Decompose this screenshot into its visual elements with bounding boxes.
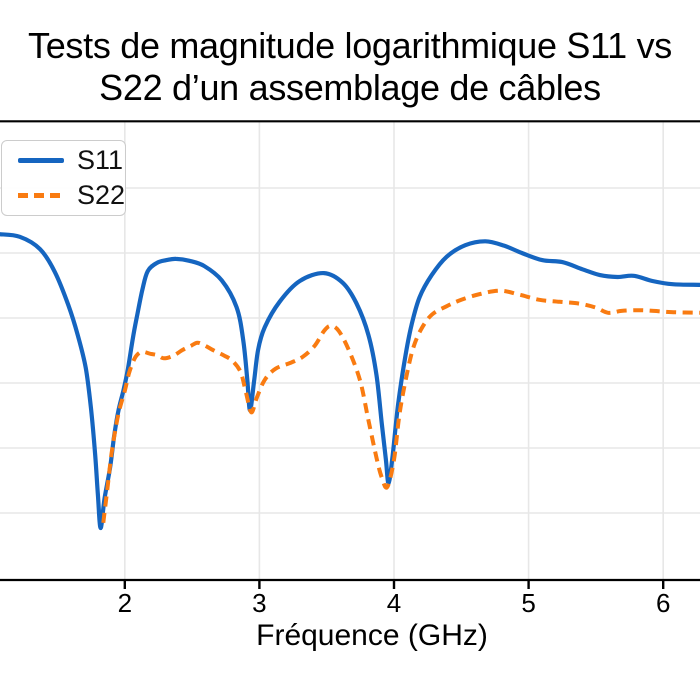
x-tick-label: 3 <box>252 588 266 618</box>
legend-entry-s22: S22 <box>18 182 125 209</box>
curves <box>0 232 700 531</box>
legend-label-s22: S22 <box>77 180 126 210</box>
s22-line-sample-icon <box>18 193 64 198</box>
chart-title: Tests de magnitude logarithmique S11 vs … <box>28 25 672 109</box>
legend-label-s11: S11 <box>77 145 124 175</box>
x-axis: 2 3 4 5 6 <box>0 120 700 618</box>
x-tick-label: 4 <box>387 588 401 618</box>
x-tick-label: 2 <box>118 588 132 618</box>
chart-title-line1: Tests de magnitude logarithmique S11 vs <box>28 25 672 66</box>
x-axis-label: Fréquence (GHz) <box>256 619 488 652</box>
s22-curve <box>101 288 700 524</box>
x-tick-label: 6 <box>656 588 670 618</box>
chart-title-line2: S22 d’un assemblage de câbles <box>99 67 601 108</box>
s11-curve <box>0 232 700 531</box>
s11-line-sample-icon <box>18 158 64 163</box>
legend: S11 S22 <box>1 140 126 216</box>
legend-entry-s11: S11 <box>18 147 125 174</box>
x-tick-label: 5 <box>521 588 535 618</box>
